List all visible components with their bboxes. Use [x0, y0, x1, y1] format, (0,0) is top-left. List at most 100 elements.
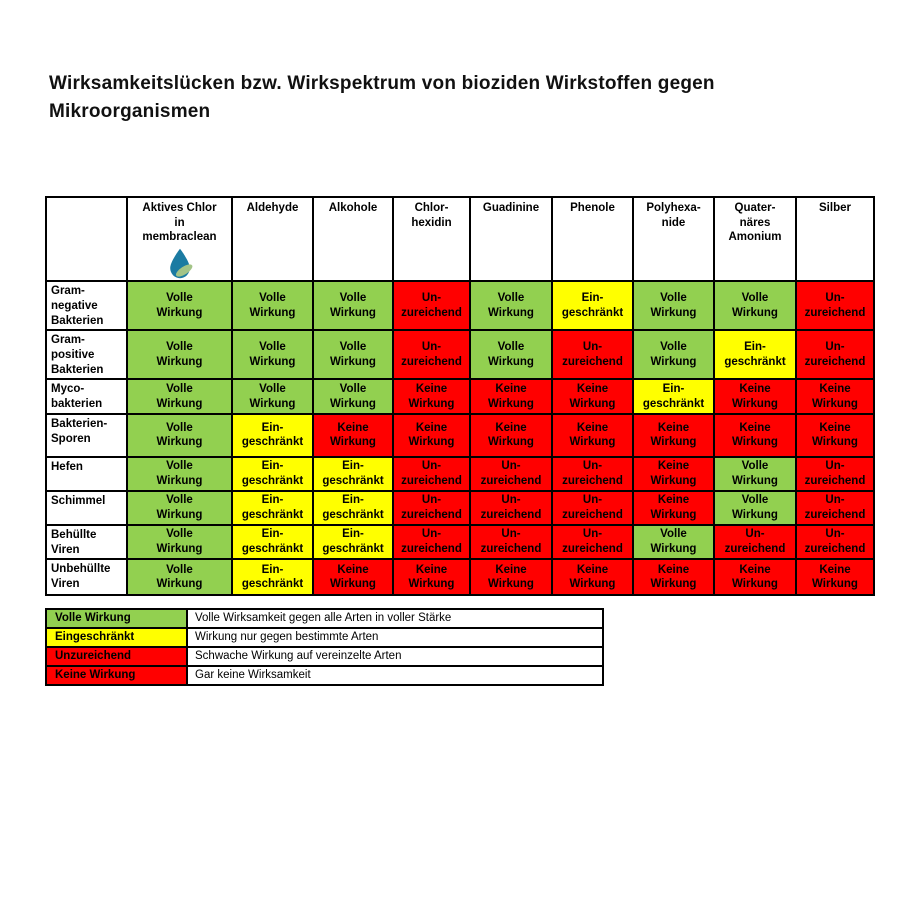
matrix-cell: Un- zureichend	[392, 489, 471, 526]
matrix-cell: Un- zureichend	[795, 329, 875, 381]
matrix-cell: Keine Wirkung	[632, 412, 715, 458]
matrix-cell: Ein- geschränkt	[231, 558, 314, 597]
matrix-cell: Un- zureichend	[795, 455, 875, 492]
matrix-cell: Un- zureichend	[392, 280, 471, 332]
table-row: Myco- bakterien Volle Wirkung Volle Wirkun…	[45, 378, 875, 415]
matrix-cell: Keine Wirkung	[795, 412, 875, 458]
matrix-cell: Volle Wirkung	[312, 329, 394, 381]
legend-description: Schwache Wirkung auf vereinzelte Arten	[186, 646, 604, 667]
row-header: Unbehüllte Viren	[45, 558, 128, 597]
row-header: Gram- positive Bakterien	[45, 329, 128, 381]
matrix-cell: Volle Wirkung	[632, 329, 715, 381]
row-header: Behüllte Viren	[45, 523, 128, 561]
matrix-cell: Un- zureichend	[469, 455, 553, 492]
column-header: Chlor- hexidin	[392, 195, 471, 283]
matrix-cell: Keine Wirkung	[713, 412, 797, 458]
matrix-cell: Un- zureichend	[795, 523, 875, 561]
page-title: Wirksamkeitslücken bzw. Wirkspektrum von…	[49, 73, 715, 122]
matrix-cell: Volle Wirkung	[713, 455, 797, 492]
column-header-label: Guadinine	[482, 202, 540, 214]
legend-row: Unzureichend Schwache Wirkung auf vereinz…	[45, 646, 604, 667]
matrix-cell: Ein- geschränkt	[312, 523, 394, 561]
matrix-cell: Volle Wirkung	[312, 378, 394, 415]
row-header: Hefen	[45, 455, 128, 492]
matrix-cell: Ein- geschränkt	[713, 329, 797, 381]
matrix-cell: Volle Wirkung	[632, 280, 715, 332]
matrix-cell: Ein- geschränkt	[231, 455, 314, 492]
column-header: Polyhexa- nide	[632, 195, 715, 283]
legend-key: Volle Wirkung	[45, 608, 188, 629]
corner-cell	[45, 195, 128, 283]
matrix-cell: Ein- geschränkt	[632, 378, 715, 415]
matrix-cell: Volle Wirkung	[231, 378, 314, 415]
matrix-cell: Un- zureichend	[551, 523, 634, 561]
matrix-cell: Volle Wirkung	[312, 280, 394, 332]
column-header-label: Quater- näres Amonium	[728, 202, 782, 244]
column-header-label: Silber	[819, 202, 851, 214]
matrix-cell: Volle Wirkung	[126, 412, 233, 458]
matrix-cell: Un- zureichend	[551, 455, 634, 492]
legend-row: Keine Wirkung Gar keine Wirksamkeit	[45, 665, 604, 686]
matrix-cell: Keine Wirkung	[469, 412, 553, 458]
matrix-cell: Keine Wirkung	[795, 378, 875, 415]
matrix-cell: Keine Wirkung	[469, 558, 553, 597]
legend-table: Volle Wirkung Volle Wirksamkeit gegen all…	[45, 608, 604, 686]
matrix-cell: Ein- geschränkt	[231, 523, 314, 561]
column-header-label: Phenole	[570, 202, 615, 214]
matrix-cell: Un- zureichend	[392, 523, 471, 561]
matrix-cell: Keine Wirkung	[312, 558, 394, 597]
matrix-cell: Volle Wirkung	[231, 280, 314, 332]
matrix-cell: Volle Wirkung	[713, 489, 797, 526]
matrix-cell: Volle Wirkung	[126, 558, 233, 597]
table-row: Unbehüllte Viren Volle Wirkung Ein- geschr…	[45, 558, 875, 597]
column-header: Alkohole	[312, 195, 394, 283]
legend-key: Eingeschränkt	[45, 627, 188, 648]
matrix-cell: Volle Wirkung	[632, 523, 715, 561]
matrix-cell: Un- zureichend	[392, 329, 471, 381]
membraclean-drop-leaf-icon	[169, 248, 192, 279]
matrix-cell: Un- zureichend	[551, 489, 634, 526]
matrix-cell: Ein- geschränkt	[312, 489, 394, 526]
matrix-cell: Volle Wirkung	[469, 329, 553, 381]
column-header: Aldehyde	[231, 195, 314, 283]
table-row: Gram- positive Bakterien Volle Wirkung Vol…	[45, 329, 875, 381]
matrix-cell: Keine Wirkung	[551, 378, 634, 415]
matrix-cell: Un- zureichend	[469, 523, 553, 561]
matrix-cell: Keine Wirkung	[392, 412, 471, 458]
column-header: Quater- näres Amonium	[713, 195, 797, 283]
matrix-cell: Keine Wirkung	[713, 558, 797, 597]
column-header-label: Aldehyde	[246, 202, 299, 214]
column-header-label: Polyhexa- nide	[646, 202, 701, 229]
legend-description: Gar keine Wirksamkeit	[186, 665, 604, 686]
legend-key: Unzureichend	[45, 646, 188, 667]
table-row: Schimmel Volle Wirkung Ein- geschränkt Ein-…	[45, 489, 875, 526]
legend-row: Eingeschränkt Wirkung nur gegen bestimmte…	[45, 627, 604, 648]
table-row: Behüllte Viren Volle Wirkung Ein- geschrän…	[45, 523, 875, 561]
column-header: Guadinine	[469, 195, 553, 283]
matrix-cell: Un- zureichend	[469, 489, 553, 526]
matrix-cell: Keine Wirkung	[632, 489, 715, 526]
matrix-cell: Volle Wirkung	[126, 523, 233, 561]
matrix-cell: Keine Wirkung	[795, 558, 875, 597]
matrix-cell: Volle Wirkung	[469, 280, 553, 332]
matrix-cell: Un- zureichend	[795, 489, 875, 526]
matrix-cell: Ein- geschränkt	[312, 455, 394, 492]
column-header: Phenole	[551, 195, 634, 283]
matrix-cell: Volle Wirkung	[713, 280, 797, 332]
legend-description: Volle Wirksamkeit gegen alle Arten in vo…	[186, 608, 604, 629]
row-header: Gram- negative Bakterien	[45, 280, 128, 332]
matrix-cell: Un- zureichend	[795, 280, 875, 332]
row-header: Myco- bakterien	[45, 378, 128, 415]
table-row: Gram- negative Bakterien Volle Wirkung Vol…	[45, 280, 875, 332]
matrix-cell: Keine Wirkung	[632, 455, 715, 492]
matrix-cell: Volle Wirkung	[126, 280, 233, 332]
matrix-cell: Keine Wirkung	[713, 378, 797, 415]
legend-row: Volle Wirkung Volle Wirksamkeit gegen all…	[45, 608, 604, 629]
column-header-label: Chlor- hexidin	[411, 202, 452, 229]
table-row: Bakterien- Sporen Volle Wirkung Ein- gesch…	[45, 412, 875, 458]
legend-description: Wirkung nur gegen bestimmte Arten	[186, 627, 604, 648]
row-header: Bakterien- Sporen	[45, 412, 128, 458]
matrix-cell: Un- zureichend	[392, 455, 471, 492]
matrix-cell: Volle Wirkung	[126, 329, 233, 381]
matrix-cell: Keine Wirkung	[469, 378, 553, 415]
